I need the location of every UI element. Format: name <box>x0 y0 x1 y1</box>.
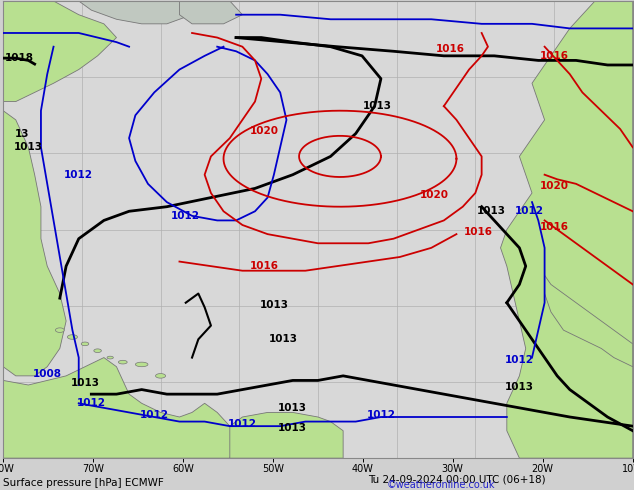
Text: 1016: 1016 <box>464 227 493 237</box>
Polygon shape <box>3 1 117 101</box>
Polygon shape <box>107 356 113 359</box>
Text: 1016: 1016 <box>540 51 569 61</box>
Text: 1013: 1013 <box>477 206 505 216</box>
Polygon shape <box>3 111 66 376</box>
Text: 1012: 1012 <box>139 410 169 420</box>
Text: 1020: 1020 <box>250 126 279 136</box>
Polygon shape <box>500 1 633 458</box>
Text: 1012: 1012 <box>514 206 543 216</box>
Text: 1016: 1016 <box>436 44 465 54</box>
Text: 1013: 1013 <box>14 142 43 152</box>
Text: Surface pressure [hPa] ECMWF: Surface pressure [hPa] ECMWF <box>3 478 164 488</box>
Text: 1013: 1013 <box>269 334 298 344</box>
Text: 1020: 1020 <box>420 190 449 200</box>
Text: 1013: 1013 <box>278 403 307 413</box>
Text: Tu 24-09-2024 00:00 UTC (06+18): Tu 24-09-2024 00:00 UTC (06+18) <box>368 474 545 484</box>
Polygon shape <box>230 413 343 458</box>
Text: ©weatheronline.co.uk: ©weatheronline.co.uk <box>387 480 495 490</box>
Text: 1020: 1020 <box>540 181 569 191</box>
Polygon shape <box>3 358 236 458</box>
Text: 1008: 1008 <box>33 368 61 379</box>
Polygon shape <box>179 1 242 24</box>
Polygon shape <box>155 373 165 378</box>
Text: 1012: 1012 <box>64 170 93 180</box>
Polygon shape <box>545 275 633 367</box>
Text: 1016: 1016 <box>540 222 569 232</box>
Polygon shape <box>55 328 64 332</box>
Text: 1012: 1012 <box>505 355 534 365</box>
Text: 13: 13 <box>15 128 29 139</box>
Polygon shape <box>94 349 101 352</box>
Polygon shape <box>119 360 127 364</box>
Text: 1013: 1013 <box>278 423 307 434</box>
Polygon shape <box>79 1 192 24</box>
Text: 1013: 1013 <box>70 378 100 388</box>
Polygon shape <box>67 335 77 339</box>
Polygon shape <box>81 342 89 345</box>
Text: 1012: 1012 <box>228 419 257 429</box>
Text: 1012: 1012 <box>366 410 396 420</box>
Text: 1013: 1013 <box>259 300 288 310</box>
Text: 1013: 1013 <box>505 382 534 392</box>
Text: 1012: 1012 <box>171 211 200 221</box>
Text: 1013: 1013 <box>363 101 392 111</box>
Polygon shape <box>136 362 148 367</box>
Text: 1016: 1016 <box>250 261 279 271</box>
Text: 1012: 1012 <box>77 398 106 408</box>
Text: 1018: 1018 <box>4 53 34 63</box>
